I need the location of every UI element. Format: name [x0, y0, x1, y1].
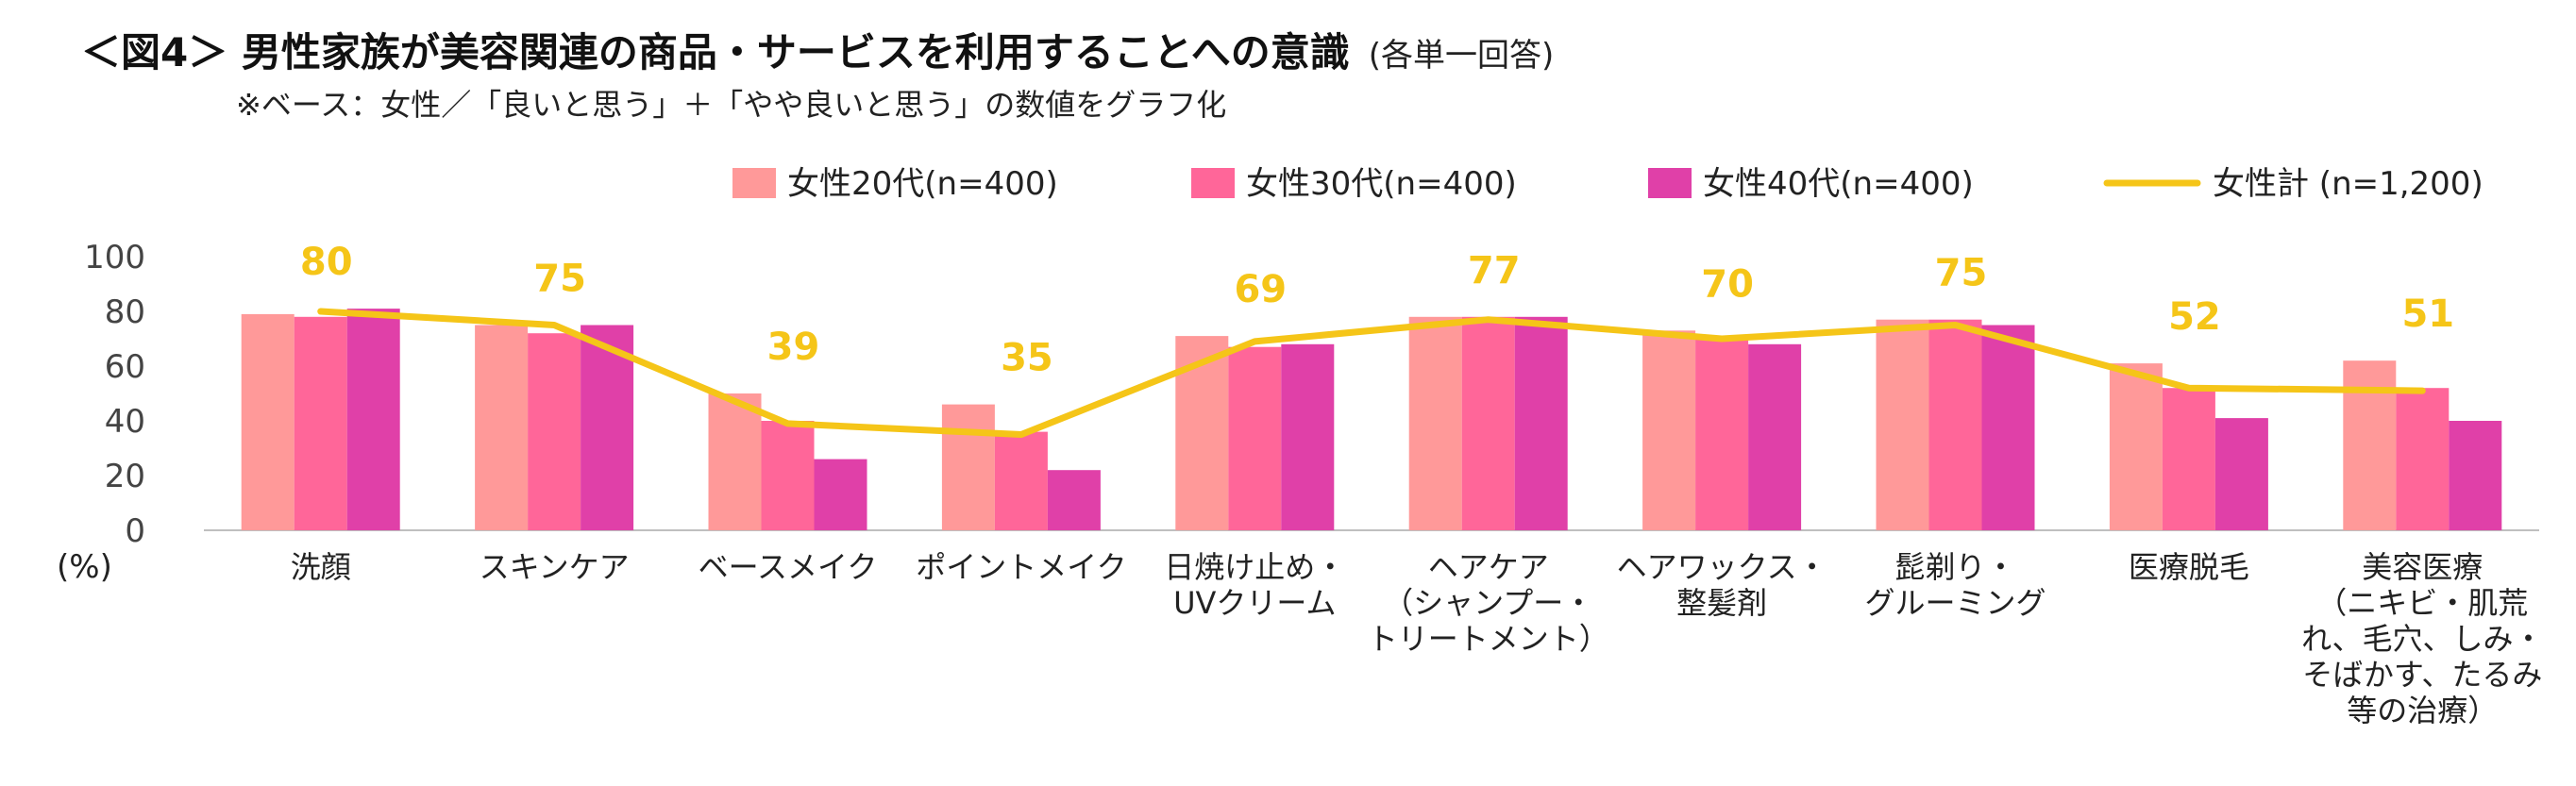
title-row: ＜図4＞ 男性家族が美容関連の商品・サービスを利用することへの意識 (各単一回答): [81, 21, 1554, 78]
x-tick-label: ヘアワックス・: [1617, 549, 1827, 585]
bar: [2449, 421, 2502, 530]
x-tick-label: 日焼け止め・: [1164, 549, 1345, 585]
x-tick-label: スキンケア: [480, 549, 630, 585]
legend-swatch: [1191, 168, 1235, 198]
y-tick-label: 40: [105, 403, 145, 441]
y-tick-label: 20: [105, 458, 145, 495]
x-tick-label: 洗顔: [291, 549, 351, 585]
chart-subtitle: ※ベース：女性／「良いと思う」＋「やや良いと思う」の数値をグラフ化: [236, 87, 1227, 123]
data-label: 75: [1935, 252, 1988, 295]
legend-label: 女性40代(n=400): [1703, 165, 1974, 203]
x-tick-label: （ニキビ・肌荒: [2316, 585, 2528, 621]
bar: [346, 309, 400, 530]
bar: [1981, 325, 2035, 530]
total-line: [317, 308, 2426, 438]
x-tick-label: グルーミング: [1864, 585, 2046, 621]
data-label: 35: [1001, 337, 1053, 380]
bar: [1514, 316, 1568, 530]
bar: [1642, 330, 1696, 530]
bar: [814, 459, 867, 530]
y-tick-label: 100: [84, 239, 145, 276]
x-tick-label: UVクリーム: [1173, 585, 1336, 621]
y-tick-label: 0: [125, 512, 145, 550]
x-tick-label: れ、毛穴、しみ・: [2301, 621, 2543, 657]
x-tick-label: 医療脱毛: [2129, 549, 2249, 585]
bar: [2396, 388, 2450, 530]
x-tick-label: 髭剃り・: [1894, 549, 2015, 585]
bar: [1461, 316, 1515, 530]
bar: [1281, 343, 1335, 530]
legend-swatch: [732, 168, 776, 198]
bar: [2162, 388, 2215, 530]
data-label: 70: [1701, 262, 1754, 306]
bar: [1228, 346, 1282, 530]
legend-swatch: [1648, 168, 1692, 198]
data-label: 77: [1468, 249, 1521, 293]
x-tick-label: 整髪剤: [1676, 585, 1767, 621]
bar: [2214, 418, 2268, 530]
bar: [581, 325, 634, 530]
bar: [708, 393, 762, 530]
chart-title: ＜図4＞ 男性家族が美容関連の商品・サービスを利用することへの意識: [81, 29, 1350, 75]
data-label: 51: [2401, 293, 2454, 336]
legend-label: 女性30代(n=400): [1246, 165, 1517, 203]
data-label: 75: [533, 258, 586, 301]
x-tick-label: ベースメイク: [699, 549, 878, 585]
bar: [241, 313, 295, 530]
x-tick-label: ポイントメイク: [916, 549, 1126, 585]
bar: [1928, 319, 1982, 530]
legend-label: 女性20代(n=400): [787, 165, 1058, 203]
x-tick-label: 等の治療）: [2347, 693, 2498, 728]
bar: [994, 431, 1048, 530]
y-axis-label: (%): [57, 548, 112, 586]
legend-label: 女性計 (n=1,200): [2213, 165, 2483, 203]
x-tick-label: トリートメント）: [1368, 621, 1609, 657]
bar: [1748, 343, 1802, 530]
bar: [941, 404, 995, 530]
title-note: (各単一回答): [1368, 37, 1555, 75]
bar: [2109, 363, 2163, 530]
y-tick-label: 60: [105, 348, 145, 386]
bar: [528, 333, 581, 530]
x-tick-label: そばかす、たるみ: [2302, 657, 2542, 693]
bar: [1876, 319, 1929, 530]
bar: [294, 316, 347, 530]
bar: [475, 325, 529, 530]
bar: [1695, 339, 1749, 530]
data-label: 39: [767, 326, 820, 369]
data-label: 69: [1234, 268, 1287, 311]
x-tick-label: 美容医療: [2362, 549, 2483, 585]
bar: [1408, 316, 1462, 530]
bar: [2343, 360, 2397, 530]
y-tick-label: 80: [105, 293, 145, 331]
x-tick-label: ヘアケア: [1428, 549, 1549, 585]
data-label: 80: [300, 241, 353, 284]
bar: [1047, 470, 1101, 530]
x-tick-label: （シャンプー・: [1383, 585, 1593, 621]
bar: [761, 421, 815, 530]
data-label: 52: [2168, 295, 2221, 339]
